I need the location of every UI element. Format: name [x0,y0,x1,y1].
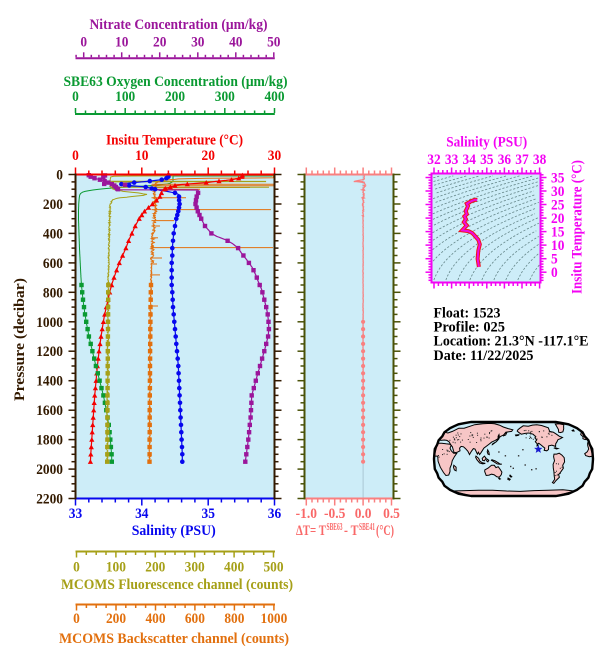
svg-text:0: 0 [73,611,80,627]
svg-text:40: 40 [229,35,242,51]
svg-text:20: 20 [202,148,215,164]
svg-text:ΔT= T: ΔT= T [296,523,326,539]
svg-text:10: 10 [551,238,564,254]
svg-text:200: 200 [145,560,165,576]
svg-text:0: 0 [72,89,79,105]
svg-text:35: 35 [551,171,564,187]
svg-text:5: 5 [551,252,558,268]
svg-text:Salinity (PSU): Salinity (PSU) [132,523,216,539]
svg-text:30: 30 [268,148,281,164]
svg-text:32: 32 [427,152,440,168]
svg-text:50: 50 [267,35,280,51]
svg-text:Insitu Temperature (°C): Insitu Temperature (°C) [570,160,586,294]
svg-text:- T: - T [344,523,359,539]
svg-text:400: 400 [264,89,284,105]
svg-text:0: 0 [73,560,80,576]
svg-text:10: 10 [115,35,128,51]
svg-text:0: 0 [80,35,87,51]
svg-text:Location: 21.3°N -117.1°E: Location: 21.3°N -117.1°E [434,334,589,350]
svg-text:Salinity (PSU): Salinity (PSU) [446,134,527,150]
svg-text:0: 0 [72,148,79,164]
svg-text:Insitu Temperature (°C): Insitu Temperature (°C) [106,133,243,149]
svg-text:SBE63 Oxygen Concentration (μm: SBE63 Oxygen Concentration (μm/kg) [64,74,288,90]
svg-text:35: 35 [480,152,493,168]
svg-text:200: 200 [106,611,126,627]
svg-text:Profile: 025: Profile: 025 [434,320,506,336]
svg-text:0.5: 0.5 [383,506,400,522]
svg-text:800: 800 [43,285,63,301]
svg-text:1000: 1000 [36,315,63,331]
svg-text:33: 33 [69,506,82,522]
svg-text:10: 10 [135,148,148,164]
svg-text:300: 300 [215,89,235,105]
svg-text:-1.0: -1.0 [296,506,317,522]
svg-text:34: 34 [463,152,477,168]
svg-text:35: 35 [202,506,215,522]
svg-text:36: 36 [268,506,282,522]
svg-text:100: 100 [115,89,135,105]
svg-text:Float: 1523: Float: 1523 [434,305,501,321]
svg-text:MCOMS Fluorescence channel (co: MCOMS Fluorescence channel (counts) [61,577,293,593]
svg-text:33: 33 [445,152,458,168]
svg-text:1600: 1600 [36,403,63,419]
svg-text:2000: 2000 [36,462,63,478]
svg-text:0.0: 0.0 [355,506,372,522]
svg-text:Date: 11/22/2025: Date: 11/22/2025 [434,348,534,364]
svg-text:37: 37 [515,152,529,168]
svg-text:SBE63: SBE63 [327,522,343,533]
svg-text:400: 400 [224,560,244,576]
svg-text:36: 36 [498,152,512,168]
svg-text:SBE41: SBE41 [359,522,375,533]
svg-text:200: 200 [43,197,63,213]
svg-text:200: 200 [165,89,185,105]
svg-text:1000: 1000 [261,611,288,627]
svg-text:1400: 1400 [36,374,63,390]
svg-text:25: 25 [551,198,564,214]
svg-text:-0.5: -0.5 [324,506,345,522]
svg-text:34: 34 [135,506,149,522]
svg-text:800: 800 [224,611,244,627]
svg-text:(°C): (°C) [376,523,394,539]
svg-text:30: 30 [551,184,564,200]
svg-text:30: 30 [191,35,204,51]
svg-text:600: 600 [185,611,205,627]
svg-text:0: 0 [56,168,63,184]
svg-text:2200: 2200 [36,492,63,508]
svg-text:300: 300 [185,560,205,576]
svg-text:20: 20 [153,35,166,51]
svg-text:Nitrate Concentration (μm/kg): Nitrate Concentration (μm/kg) [90,17,268,33]
svg-text:MCOMS Backscatter channel (cou: MCOMS Backscatter channel (counts) [59,631,289,647]
svg-text:20: 20 [551,211,564,227]
svg-text:400: 400 [43,226,63,242]
svg-text:1800: 1800 [36,433,63,449]
svg-text:0: 0 [551,265,558,281]
svg-text:15: 15 [551,225,564,241]
svg-text:400: 400 [145,611,165,627]
svg-text:600: 600 [43,256,63,272]
svg-text:Pressure (decibar): Pressure (decibar) [12,278,28,401]
svg-text:1200: 1200 [36,344,63,360]
svg-text:500: 500 [263,560,283,576]
svg-text:38: 38 [533,152,546,168]
svg-text:100: 100 [106,560,126,576]
